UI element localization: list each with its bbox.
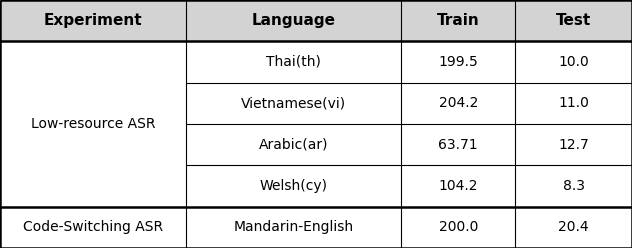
- Text: 199.5: 199.5: [439, 55, 478, 69]
- Text: Train: Train: [437, 13, 480, 28]
- Text: Code-Switching ASR: Code-Switching ASR: [23, 220, 163, 234]
- Text: 20.4: 20.4: [558, 220, 589, 234]
- Text: Thai(th): Thai(th): [267, 55, 321, 69]
- Text: Experiment: Experiment: [44, 13, 143, 28]
- Text: 63.71: 63.71: [439, 138, 478, 152]
- Text: 200.0: 200.0: [439, 220, 478, 234]
- Text: 8.3: 8.3: [562, 179, 585, 193]
- Text: Arabic(ar): Arabic(ar): [259, 138, 329, 152]
- Text: Low-resource ASR: Low-resource ASR: [31, 117, 155, 131]
- Text: Language: Language: [252, 13, 336, 28]
- Text: Welsh(cy): Welsh(cy): [260, 179, 328, 193]
- Text: 10.0: 10.0: [558, 55, 589, 69]
- Text: 204.2: 204.2: [439, 96, 478, 110]
- Bar: [0, 0, 632, 41]
- Text: 11.0: 11.0: [558, 96, 589, 110]
- Text: Vietnamese(vi): Vietnamese(vi): [241, 96, 346, 110]
- Text: Mandarin-English: Mandarin-English: [234, 220, 354, 234]
- Text: 12.7: 12.7: [558, 138, 589, 152]
- Text: Test: Test: [556, 13, 591, 28]
- Text: 104.2: 104.2: [439, 179, 478, 193]
